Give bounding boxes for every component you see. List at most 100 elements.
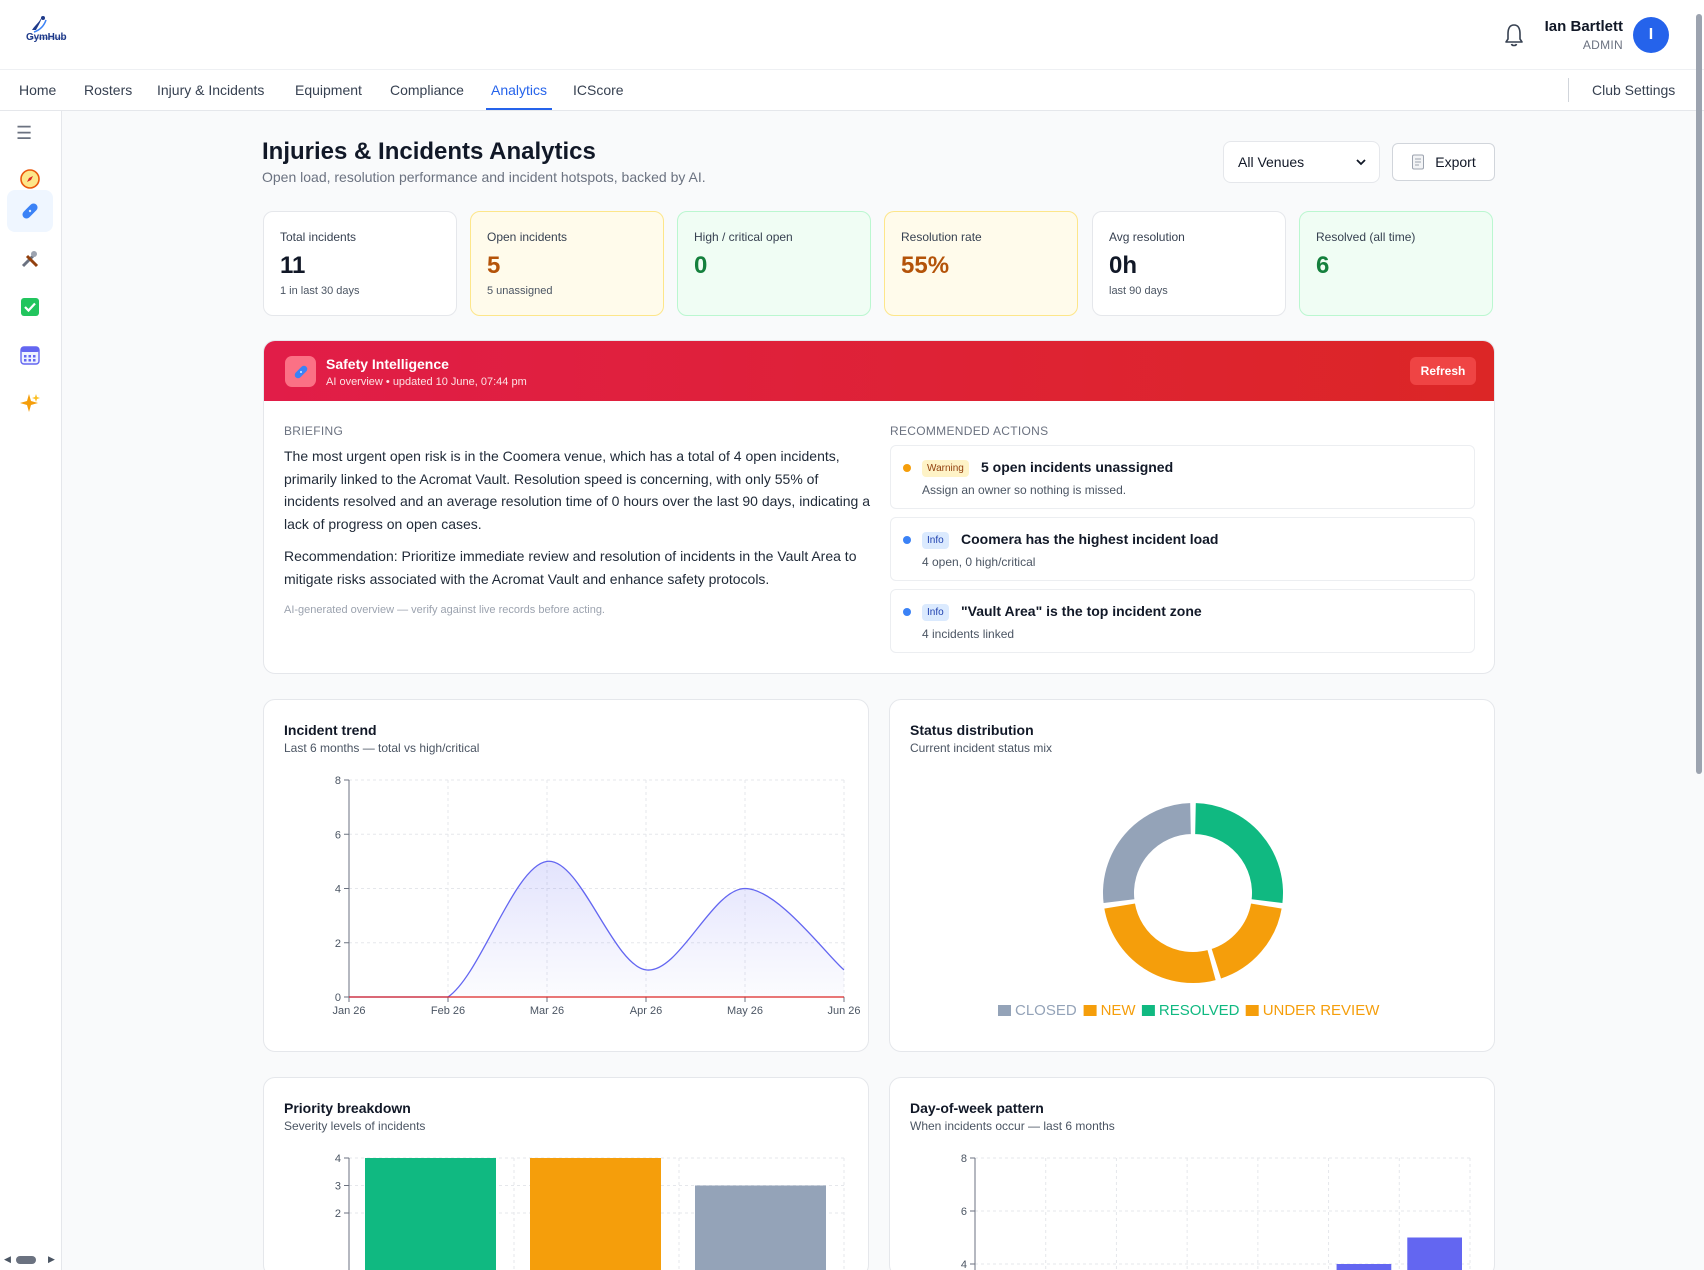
priority-breakdown-chart: 2 3 4	[335, 1153, 845, 1270]
x-tick-label: Jan 26	[332, 1005, 365, 1017]
y-tick-label: 4	[335, 884, 341, 896]
x-tick-label: Mar 26	[530, 1005, 564, 1017]
page-subtitle: Open load, resolution performance and in…	[262, 169, 706, 185]
priority-bar	[530, 1158, 661, 1270]
kpi-high-critical-open[interactable]: High / critical open 0	[677, 211, 871, 316]
kpi-label: Open incidents	[487, 230, 568, 244]
recommended-actions-label: RECOMMENDED ACTIONS	[890, 424, 1049, 438]
status-distribution-chart: CLOSED NEW RESOLVED UNDER REVIEW	[998, 800, 1381, 1019]
bell-icon[interactable]	[1502, 22, 1526, 48]
gymhub-logo[interactable]	[22, 14, 82, 54]
avatar[interactable]: I	[1633, 17, 1669, 53]
checkbox-icon[interactable]	[7, 286, 53, 328]
nav-icscore[interactable]: ICScore	[573, 82, 624, 98]
priority-bar	[695, 1185, 826, 1270]
user-name[interactable]: Ian Bartlett	[1544, 18, 1623, 35]
kpi-label: Avg resolution	[1109, 230, 1185, 244]
bandage-icon[interactable]	[7, 190, 53, 232]
y-tick-label: 0	[335, 992, 341, 1004]
nav-equipment[interactable]: Equipment	[295, 82, 362, 98]
nav-home[interactable]: Home	[19, 82, 57, 98]
series-area	[349, 861, 844, 997]
nav-rosters[interactable]: Rosters	[84, 82, 133, 98]
kpi-open-incidents[interactable]: Open incidents 5 5 unassigned	[470, 211, 664, 316]
sparkles-icon[interactable]	[7, 382, 53, 424]
x-tick-label: May 26	[727, 1005, 763, 1017]
card-title: Priority breakdown	[284, 1100, 411, 1116]
nav-compliance[interactable]: Compliance	[390, 82, 464, 98]
legend-label: CLOSED	[1015, 1002, 1077, 1019]
incident-trend-chart: 0 2 4 6 8 Jan 26 Feb 26 Mar 26 Apr 26 May 26 Jun 2…	[332, 775, 860, 1017]
export-button[interactable]: Export	[1392, 143, 1495, 181]
kpi-label: High / critical open	[694, 230, 793, 244]
bandage-icon	[285, 356, 316, 387]
nav-injury-incidents[interactable]: Injury & Incidents	[157, 82, 265, 98]
kpi-avg-resolution[interactable]: Avg resolution 0h last 90 days	[1092, 211, 1286, 316]
scroll-right-arrow[interactable]: ▶	[48, 1254, 55, 1264]
priority-bar	[365, 1158, 496, 1270]
venue-select[interactable]: All Venues	[1223, 141, 1380, 183]
x-tick-label: Apr 26	[630, 1005, 662, 1017]
card-title: Status distribution	[910, 722, 1034, 738]
x-tick-label: Jun 26	[827, 1005, 860, 1017]
nav-club-settings[interactable]: Club Settings	[1592, 82, 1676, 98]
warning-dot-icon	[903, 464, 911, 472]
y-tick-label: 4	[335, 1153, 341, 1165]
status-distribution-card: CLOSED NEW RESOLVED UNDER REVIEW Status dis…	[889, 699, 1495, 1052]
safety-intelligence-panel: Safety Intelligence AI overview • update…	[263, 340, 1495, 674]
active-tab-indicator	[486, 108, 552, 110]
safety-title: Safety Intelligence	[326, 356, 449, 372]
kpi-resolved-all-time[interactable]: Resolved (all time) 6	[1299, 211, 1493, 316]
refresh-button[interactable]: Refresh	[1410, 357, 1476, 385]
vertical-scrollbar[interactable]	[1696, 14, 1702, 774]
action-desc: Assign an owner so nothing is missed.	[922, 483, 1127, 497]
y-tick-label: 4	[961, 1259, 967, 1270]
action-item[interactable]: Info "Vault Area" is the top incident zo…	[890, 589, 1475, 653]
nav-divider	[1568, 78, 1569, 102]
horizontal-scrollbar[interactable]	[16, 1256, 36, 1264]
kpi-value: 0h	[1109, 252, 1138, 279]
action-item[interactable]: Warning 5 open incidents unassigned Assi…	[890, 445, 1475, 509]
tools-icon[interactable]	[7, 238, 53, 280]
kpi-sub: last 90 days	[1109, 285, 1168, 297]
kpi-value: 11	[280, 252, 306, 279]
action-title: Coomera has the highest incident load	[961, 531, 1219, 547]
legend-swatch	[1141, 1005, 1155, 1016]
kpi-sub: 1 in last 30 days	[280, 285, 360, 297]
recommendation-paragraph: Recommendation: Prioritize immediate rev…	[284, 548, 857, 587]
action-item[interactable]: Info Coomera has the highest incident lo…	[890, 517, 1475, 581]
y-tick-label: 6	[335, 829, 341, 841]
action-desc: 4 open, 0 high/critical	[922, 555, 1036, 569]
card-subtitle: Severity levels of incidents	[284, 1119, 426, 1133]
card-subtitle: Current incident status mix	[910, 741, 1053, 755]
kpi-label: Resolved (all time)	[1316, 230, 1416, 244]
kpi-value: 6	[1316, 252, 1330, 279]
card-subtitle: Last 6 months — total vs high/critical	[284, 741, 480, 755]
kpi-resolution-rate[interactable]: Resolution rate 55%	[884, 211, 1078, 316]
venue-select-value: All Venues	[1238, 154, 1305, 170]
safety-subtitle: AI overview • updated 10 June, 07:44 pm	[326, 376, 527, 388]
briefing-label: BRIEFING	[284, 424, 344, 438]
scroll-left-arrow[interactable]: ◀	[4, 1254, 11, 1264]
y-tick-label: 6	[961, 1206, 967, 1218]
y-tick-label: 8	[335, 775, 341, 787]
donut-slice-closed	[1101, 800, 1193, 906]
kpi-total-incidents[interactable]: Total incidents 11 1 in last 30 days	[263, 211, 457, 316]
ai-disclaimer: AI-generated overview — verify against l…	[284, 604, 605, 616]
action-title: 5 open incidents unassigned	[981, 459, 1174, 475]
top-header: GymHub Ian Bartlett ADMIN I	[0, 0, 1704, 70]
document-icon	[1412, 154, 1425, 170]
kpi-value: 5	[487, 252, 501, 279]
nav-analytics[interactable]: Analytics	[491, 82, 548, 98]
kpi-sub: 5 unassigned	[487, 285, 553, 297]
compass-icon[interactable]	[7, 158, 53, 200]
legend-label: UNDER REVIEW	[1263, 1002, 1381, 1019]
day-of-week-chart: 4 6 8	[961, 1153, 1471, 1270]
y-tick-label: 3	[335, 1181, 341, 1193]
logo-text: GymHub	[26, 32, 67, 43]
calendar-icon[interactable]	[7, 334, 53, 376]
legend-label: NEW	[1101, 1002, 1137, 1019]
hamburger-icon[interactable]: ☰	[16, 123, 33, 143]
card-title: Day-of-week pattern	[910, 1100, 1044, 1116]
x-tick-label: Feb 26	[431, 1005, 465, 1017]
